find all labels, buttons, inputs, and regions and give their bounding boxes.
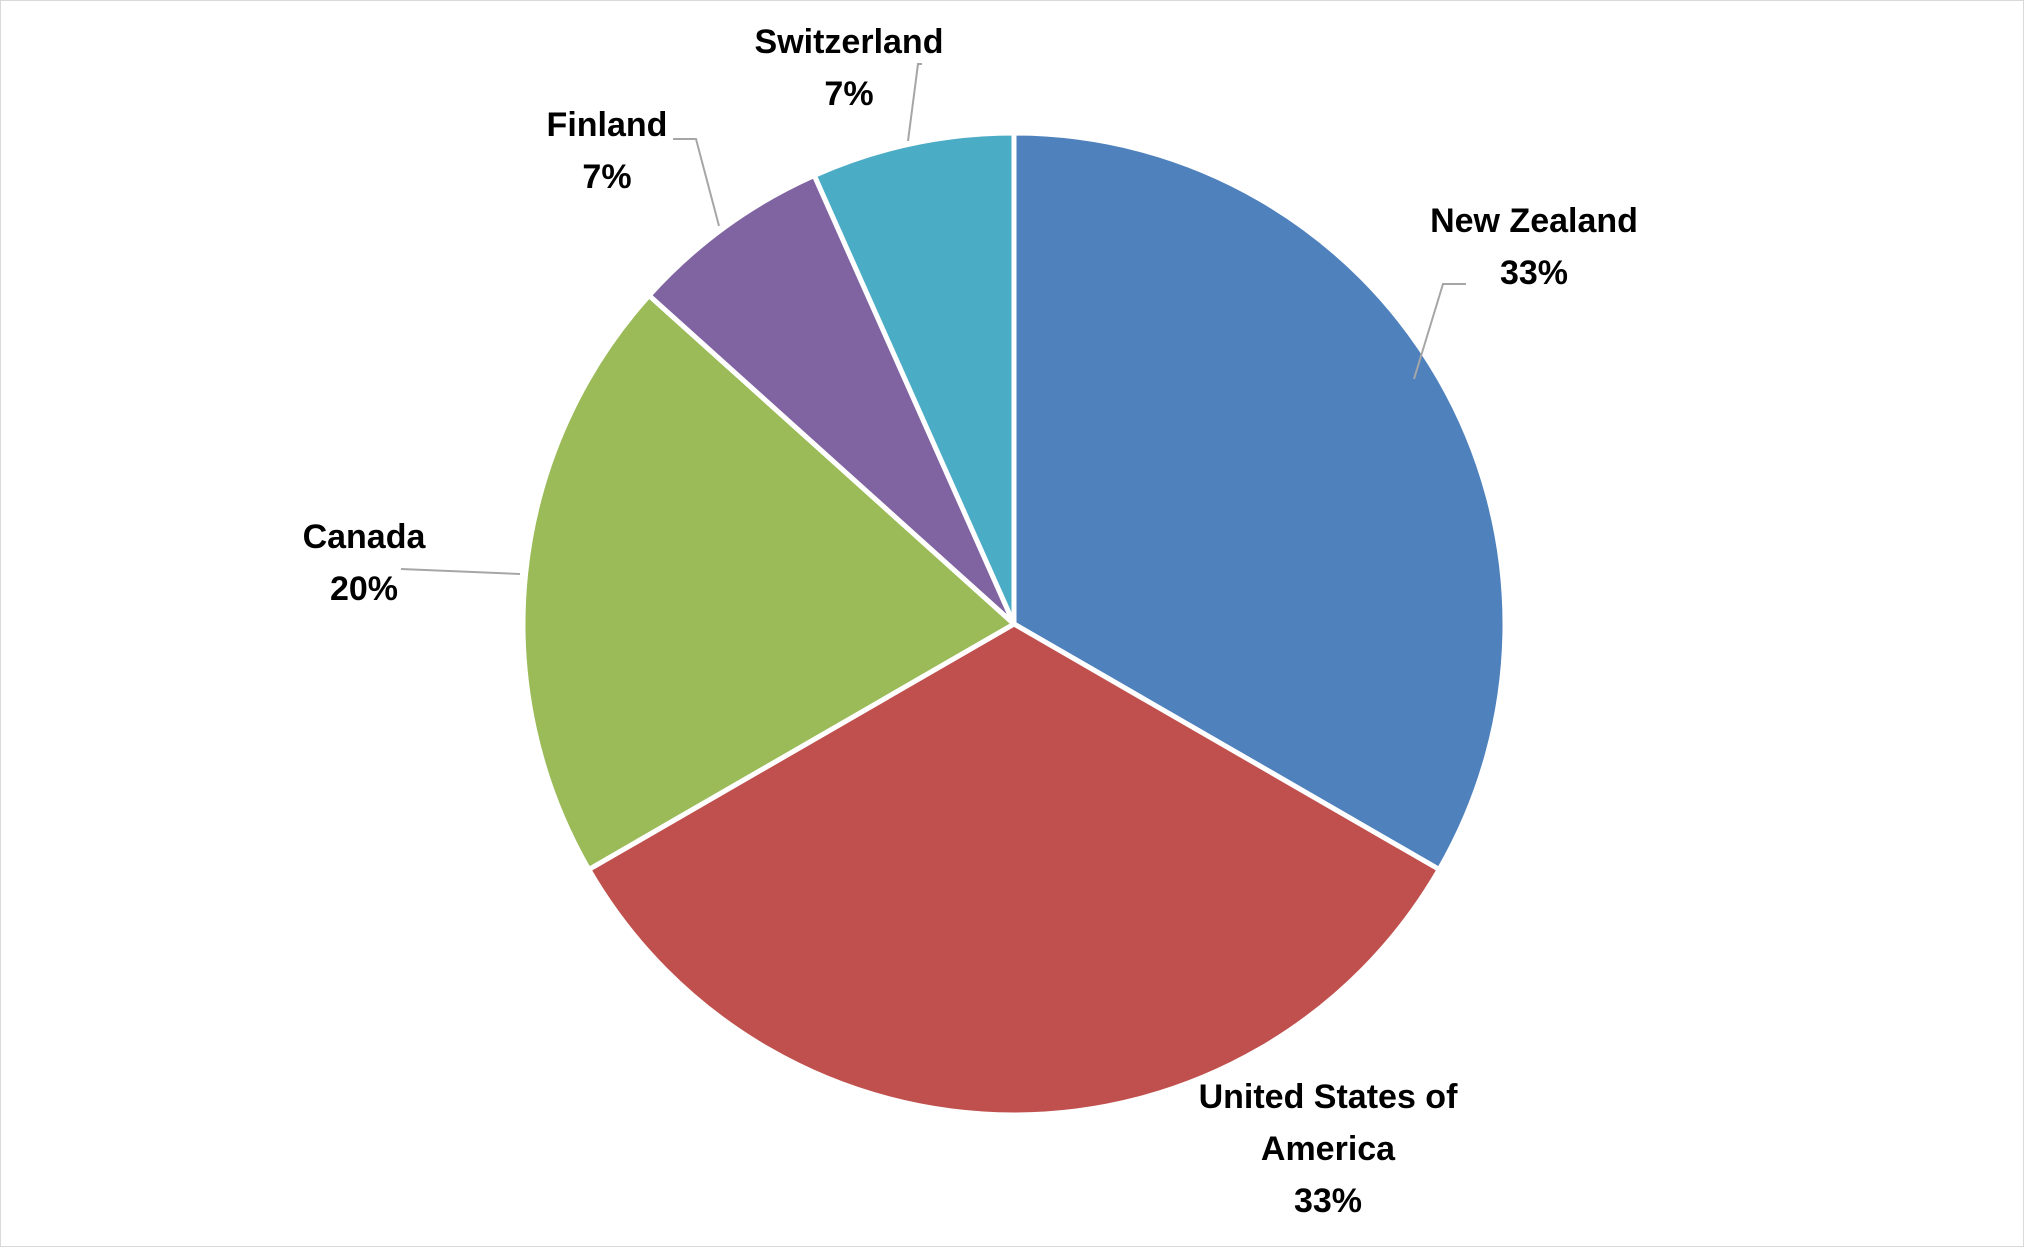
data-label-category: Finland	[547, 106, 668, 144]
leader-line-finland	[673, 138, 720, 227]
data-label-percent: 33%	[1294, 1182, 1362, 1220]
leader-line-new-zealand	[1413, 283, 1466, 380]
data-label-category: New Zealand	[1430, 202, 1638, 240]
data-label-category: Canada	[303, 518, 427, 556]
data-label-switzerland: Switzerland 7%	[755, 23, 944, 113]
data-label-canada: Canada 20%	[303, 518, 427, 608]
data-label-category: Switzerland	[755, 23, 944, 61]
data-label-new-zealand: New Zealand 33%	[1430, 202, 1638, 292]
leader-lines	[400, 63, 1466, 575]
pie-slice-canada	[520, 292, 1017, 872]
data-label-percent: 20%	[330, 570, 398, 608]
pie-slice-finland	[646, 172, 1017, 627]
leader-line-canada	[400, 568, 521, 575]
data-label-finland: Finland 7%	[547, 106, 668, 196]
pie-slice-switzerland	[811, 130, 1017, 627]
pie-slice-new-zealand	[1011, 130, 1508, 872]
data-labels: New Zealand 33% United States of America 33%…	[303, 23, 1638, 1220]
data-label-united-states-of-america: United States of America 33%	[1199, 1078, 1458, 1220]
pie-slices	[520, 130, 1508, 1118]
data-label-category: America	[1261, 1130, 1396, 1168]
data-label-percent: 7%	[824, 75, 873, 113]
data-label-category: United States of	[1199, 1078, 1458, 1116]
leader-line-switzerland	[907, 63, 922, 142]
data-label-percent: 7%	[582, 158, 631, 196]
data-label-percent: 33%	[1500, 254, 1568, 292]
